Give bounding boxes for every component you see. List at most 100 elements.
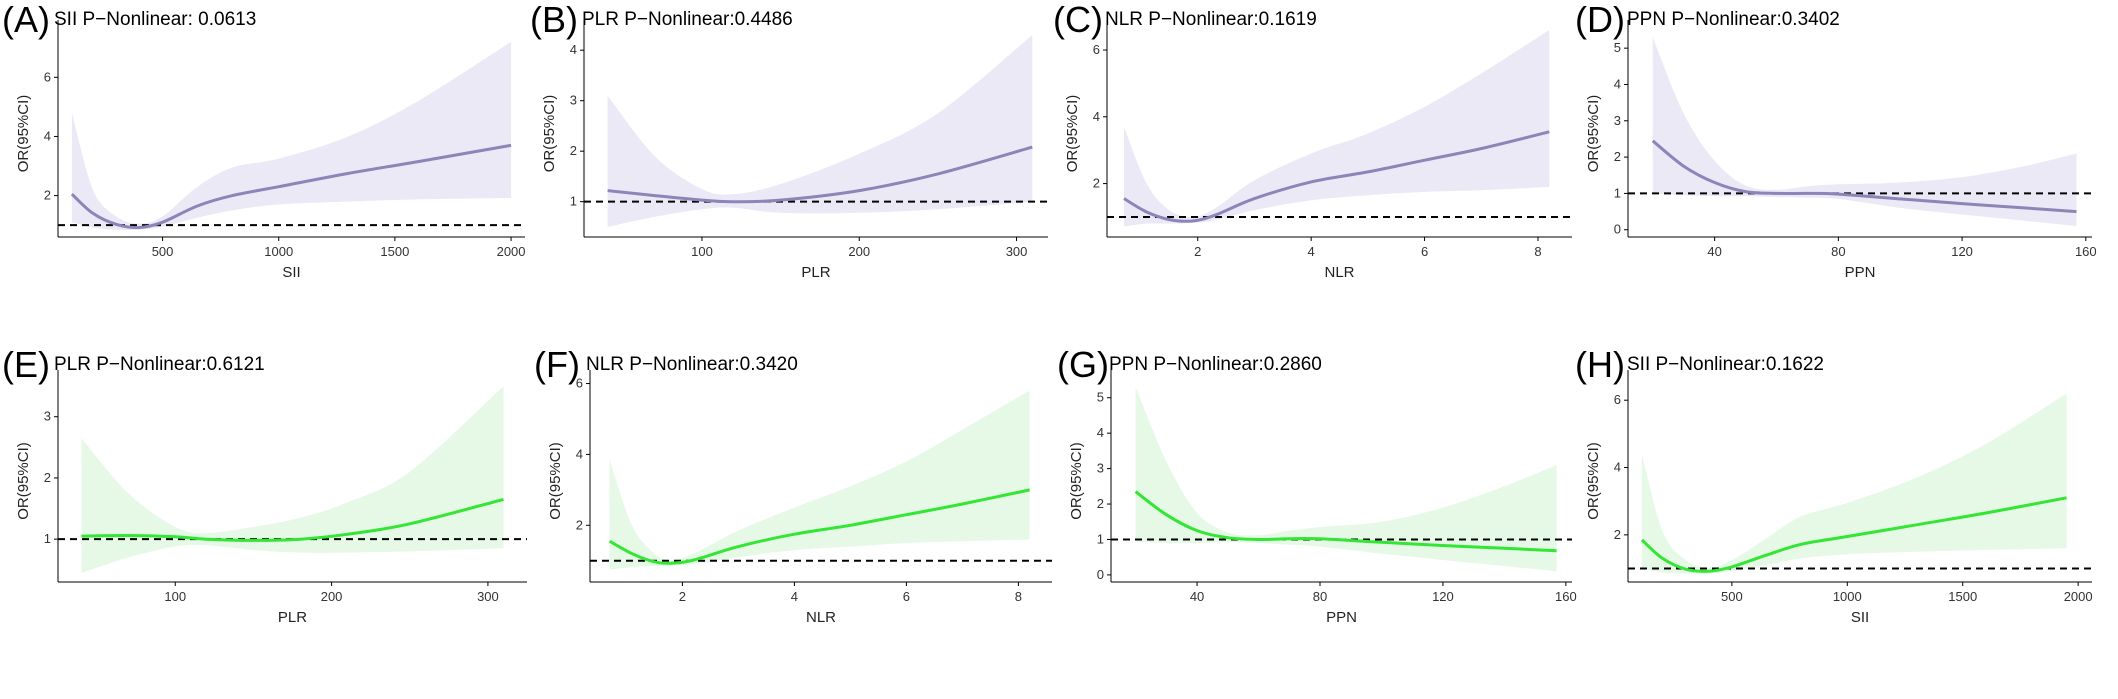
panel-title: NLR P−Nonlinear:0.3420 [586,354,798,375]
y-tick-label: 3 [44,409,51,424]
y-axis-label: OR(95%CI) [1068,442,1085,520]
or-curve [1651,139,2077,214]
y-axis-label: OR(95%CI) [1585,442,1602,520]
x-tick-label: 4 [1308,244,1315,259]
x-tick-label: 200 [321,589,343,604]
x-tick-label: 2000 [497,244,526,259]
panel-b: (B) PLR P−Nonlinear:0.4486 100 200 300 1 2 3 4 PL… [530,0,1048,281]
x-tick-label: 1500 [380,244,409,259]
y-tick-label: 4 [1093,109,1100,124]
y-tick-label: 2 [1614,149,1621,164]
x-axis-label: SII [282,264,300,281]
panel-title: PPN P−Nonlinear:0.3402 [1627,9,1840,30]
y-tick-label: 3 [570,93,577,108]
x-tick-label: 6 [1421,244,1428,259]
panel-title: PPN P−Nonlinear:0.2860 [1109,354,1322,375]
y-tick-label: 4 [570,42,577,57]
y-tick-label: 1 [44,531,51,546]
y-tick-label: 4 [1614,76,1621,91]
x-tick-label: 200 [848,244,870,259]
x-tick-label: 40 [1190,589,1204,604]
x-tick-label: 1000 [1833,589,1862,604]
y-tick-label: 1 [1614,185,1621,200]
confidence-band [1135,387,1557,572]
y-tick-label: 5 [1614,40,1621,55]
y-axis-label: OR(95%CI) [1585,95,1602,173]
x-tick-label: 2 [1194,244,1201,259]
or-curve [1123,130,1550,223]
confidence-band [1641,393,2067,574]
x-tick-label: 120 [1951,244,1973,259]
x-tick-label: 160 [1555,589,1577,604]
panel-c: (C) NLR P−Nonlinear:0.1619 2 4 6 8 2 4 6 NLR OR(95… [1053,0,1572,281]
panel-letter: (G) [1057,344,1109,385]
confidence-band [71,41,512,230]
x-axis-label: SII [1851,609,1869,626]
or-curve [81,497,504,542]
y-axis-label: OR(95%CI) [547,442,564,520]
y-tick-label: 6 [1093,42,1100,57]
x-axis-label: PPN [1326,609,1357,626]
confidence-band [607,35,1033,227]
panel-title: SII P−Nonlinear:0.1622 [1627,354,1824,375]
y-tick-label: 4 [576,446,583,461]
panel-f: (F) NLR P−Nonlinear:0.3420 2 4 6 8 2 4 6 NLR OR(95… [534,344,1052,626]
y-tick-label: 5 [1097,390,1104,405]
x-axis-label: PLR [801,264,830,281]
x-tick-label: 1000 [264,244,293,259]
x-tick-label: 6 [903,589,910,604]
panel-letter: (A) [2,0,50,40]
x-axis-label: NLR [806,609,836,626]
confidence-band [1652,37,2077,227]
y-tick-label: 0 [1097,567,1104,582]
x-tick-label: 500 [152,244,174,259]
panel-h: (H) SII P−Nonlinear:0.1622 500 1000 1500 2000… [1575,344,2093,626]
x-tick-label: 2 [679,589,686,604]
panel-letter: (B) [530,0,578,40]
y-tick-label: 4 [1614,460,1621,475]
y-tick-label: 0 [1614,222,1621,237]
x-tick-label: 120 [1432,589,1454,604]
panel-letter: (C) [1053,0,1103,40]
x-tick-label: 300 [1006,244,1028,259]
confidence-band [609,390,1030,570]
y-tick-label: 2 [44,188,51,203]
x-tick-label: 100 [164,589,186,604]
y-tick-label: 4 [44,128,51,143]
panel-letter: (F) [534,344,580,385]
panel-title: SII P−Nonlinear: 0.0613 [54,9,256,30]
or-curve [1134,490,1557,553]
x-tick-label: 1500 [1948,589,1977,604]
x-tick-label: 8 [1534,244,1541,259]
y-tick-label: 3 [1097,461,1104,476]
y-tick-label: 6 [1614,392,1621,407]
or-curve [1640,496,2067,573]
x-tick-label: 100 [691,244,713,259]
y-tick-label: 2 [570,143,577,158]
confidence-band [1124,30,1550,227]
y-axis-label: OR(95%CI) [15,95,32,173]
y-tick-label: 2 [1614,527,1621,542]
panel-title: NLR P−Nonlinear:0.1619 [1105,9,1317,30]
y-tick-label: 3 [1614,113,1621,128]
y-tick-label: 2 [1093,176,1100,191]
panel-e: (E) PLR P−Nonlinear:0.6121 100 200 300 1 2 3 PLR… [2,344,527,626]
x-tick-label: 8 [1015,589,1022,604]
y-tick-label: 1 [1097,531,1104,546]
or-curve [607,145,1033,204]
x-tick-label: 300 [477,589,499,604]
y-tick-label: 1 [570,194,577,209]
x-tick-label: 4 [791,589,798,604]
y-tick-label: 4 [1097,425,1104,440]
x-tick-label: 2000 [2064,589,2093,604]
panel-title: PLR P−Nonlinear:0.6121 [54,354,265,375]
panel-letter: (E) [2,344,50,385]
x-axis-label: PLR [278,609,307,626]
panel-letter: (D) [1575,0,1625,40]
panel-g: (G) PPN P−Nonlinear:0.2860 40 80 120 160 0 1 2 3 4… [1057,344,1577,626]
x-tick-label: 160 [2075,244,2097,259]
y-axis-label: OR(95%CI) [541,95,558,173]
panel-letter: (H) [1575,344,1625,385]
or-curve [70,143,512,230]
